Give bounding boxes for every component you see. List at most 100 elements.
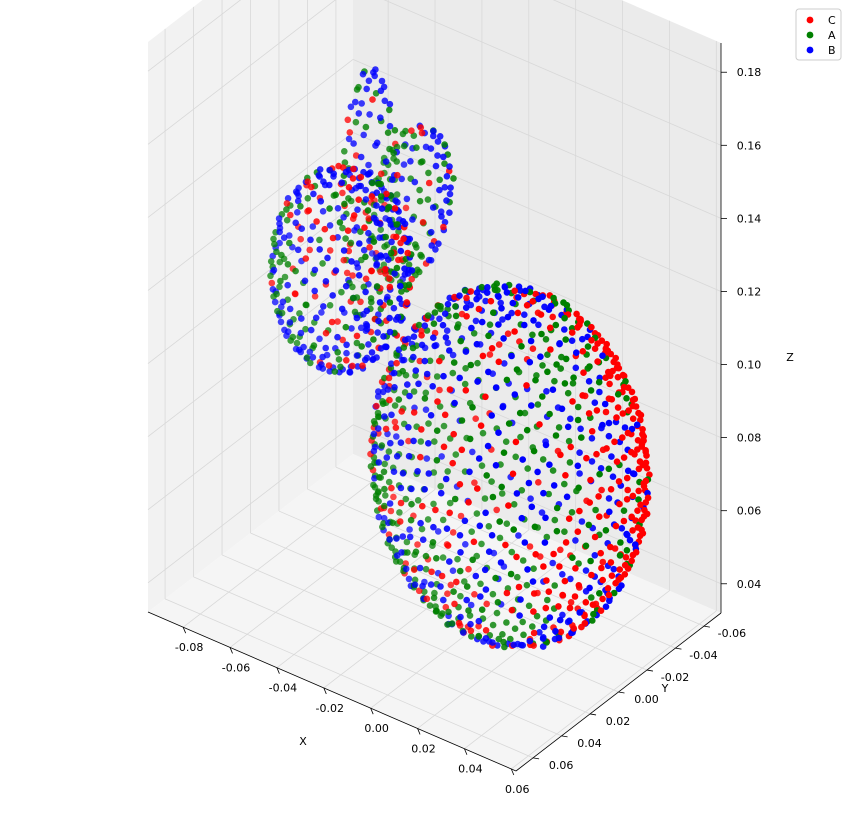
point-b	[527, 495, 534, 503]
point-a	[529, 623, 536, 630]
point-a	[485, 523, 493, 530]
point-c	[463, 294, 470, 302]
point-c	[408, 275, 416, 283]
point-c	[628, 448, 635, 456]
point-a	[561, 528, 568, 535]
point-b	[284, 195, 292, 202]
point-b	[443, 173, 451, 180]
point-b	[357, 182, 365, 190]
point-a	[341, 148, 348, 155]
point-b	[322, 278, 330, 285]
point-c	[393, 359, 400, 367]
point-b	[429, 383, 437, 390]
point-b	[410, 353, 417, 361]
point-b	[384, 386, 392, 393]
point-a	[370, 238, 378, 245]
point-b	[444, 339, 452, 347]
point-c	[612, 354, 619, 362]
point-b	[474, 378, 481, 385]
point-c	[571, 593, 579, 600]
point-c	[458, 446, 466, 454]
point-b	[482, 635, 490, 642]
point-b	[494, 642, 501, 649]
point-b	[429, 204, 437, 211]
point-c	[390, 493, 397, 501]
point-b	[542, 514, 549, 522]
point-a	[441, 160, 448, 167]
point-a	[450, 175, 457, 182]
legend-marker-a	[806, 31, 814, 39]
point-b	[362, 288, 369, 296]
point-c	[580, 369, 587, 377]
point-c	[569, 398, 576, 405]
point-b	[430, 132, 437, 140]
point-b	[475, 455, 483, 462]
point-b	[425, 440, 432, 447]
point-b	[294, 209, 301, 216]
point-a	[533, 612, 541, 620]
point-b	[545, 306, 553, 314]
point-a	[414, 497, 422, 504]
point-b	[311, 266, 319, 274]
point-a	[477, 580, 484, 588]
y-tick-mark	[675, 647, 682, 650]
point-a	[425, 420, 432, 427]
point-c	[436, 357, 443, 365]
point-a	[617, 539, 624, 546]
point-c	[410, 566, 418, 573]
point-c	[608, 396, 616, 403]
point-b	[418, 341, 426, 349]
point-b	[292, 219, 300, 227]
point-c	[386, 275, 393, 282]
point-c	[362, 275, 370, 283]
point-b	[538, 509, 546, 516]
point-a	[518, 487, 526, 494]
point-c	[629, 402, 637, 410]
point-c	[306, 246, 314, 254]
point-a	[417, 251, 424, 259]
point-b	[280, 234, 288, 241]
point-a	[267, 258, 275, 265]
point-b	[501, 284, 509, 291]
grid-y-floor	[335, 466, 705, 627]
point-c	[339, 189, 346, 197]
point-a	[544, 368, 551, 376]
point-c	[415, 587, 423, 595]
point-c	[561, 577, 569, 585]
point-b	[482, 297, 489, 305]
point-c	[628, 513, 635, 521]
point-a	[519, 557, 527, 564]
point-b	[306, 348, 314, 356]
point-a	[605, 465, 613, 473]
point-c	[457, 512, 465, 520]
point-c	[359, 362, 366, 370]
point-a	[424, 312, 432, 319]
point-b	[343, 341, 350, 349]
point-c	[335, 162, 342, 170]
point-b	[503, 289, 511, 296]
point-a	[440, 422, 448, 430]
point-a	[564, 389, 572, 397]
point-a	[421, 588, 428, 595]
point-b	[514, 294, 522, 301]
point-c	[495, 341, 503, 348]
point-b	[342, 282, 350, 290]
point-a	[426, 357, 434, 365]
grid-y-floor	[307, 488, 676, 649]
point-b	[373, 219, 381, 226]
point-c	[383, 190, 390, 198]
point-a	[510, 501, 518, 508]
point-a	[358, 343, 366, 350]
point-b	[398, 175, 406, 183]
point-c	[614, 373, 622, 381]
point-a	[539, 362, 546, 369]
point-b	[415, 380, 422, 388]
point-b	[374, 425, 382, 432]
point-a	[501, 643, 508, 651]
point-c	[387, 507, 395, 515]
point-a	[433, 373, 441, 380]
x-tick-mark	[370, 708, 374, 715]
point-a	[456, 567, 464, 575]
point-a	[568, 509, 576, 516]
point-b	[281, 326, 288, 334]
